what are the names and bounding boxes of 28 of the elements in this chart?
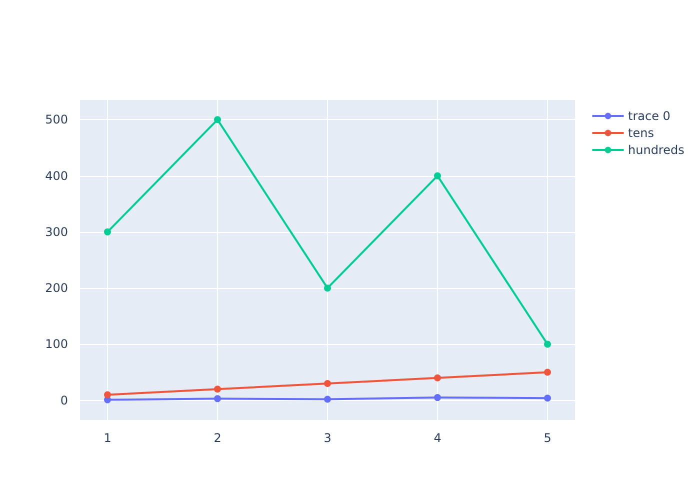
y-tick-label: 500 <box>45 112 68 127</box>
x-tick-label: 3 <box>324 431 332 445</box>
point <box>544 340 551 348</box>
x-tick-label: 1 <box>104 431 112 445</box>
point <box>434 374 441 382</box>
point <box>214 386 221 393</box>
point <box>324 380 331 388</box>
point <box>434 394 441 402</box>
point <box>104 391 111 398</box>
point <box>214 116 221 124</box>
x-tick-label: 4 <box>434 431 442 445</box>
y-tick-label: 200 <box>45 281 68 296</box>
y-tick-label: 0 <box>60 393 68 408</box>
y-tick-label: 300 <box>45 224 68 239</box>
point <box>104 228 111 236</box>
y-tick-label: 400 <box>45 168 68 183</box>
point <box>214 395 221 402</box>
legend-label: tens <box>628 126 654 140</box>
legend-label: trace 0 <box>628 109 670 123</box>
legend-label: hundreds <box>628 143 684 157</box>
x-tick-label: 5 <box>544 431 552 445</box>
point <box>544 368 551 376</box>
point <box>544 394 551 402</box>
point <box>434 172 441 180</box>
y-tick-label: 100 <box>45 337 68 352</box>
point <box>324 396 331 403</box>
point <box>324 284 331 292</box>
x-tick-label: 2 <box>214 431 222 445</box>
